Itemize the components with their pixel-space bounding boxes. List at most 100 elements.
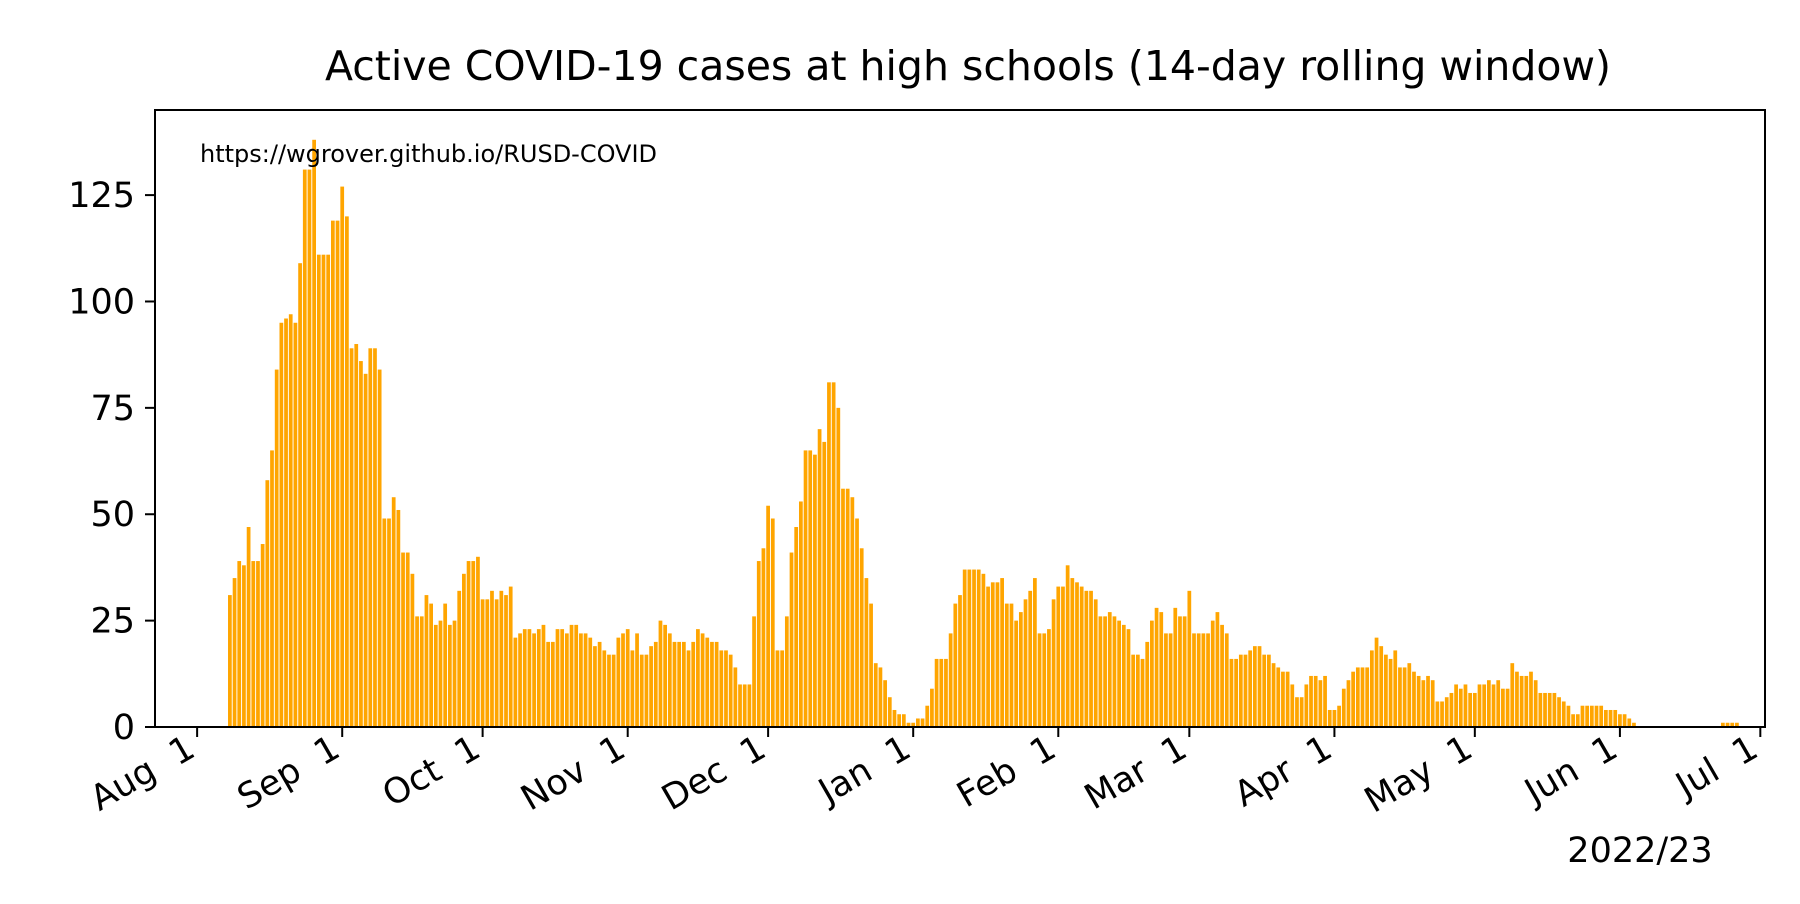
- bar: [700, 633, 705, 727]
- bar: [1402, 667, 1407, 727]
- bar: [1369, 650, 1374, 727]
- bar: [1070, 578, 1075, 727]
- bar: [579, 633, 583, 727]
- bar: [1178, 616, 1182, 727]
- bar: [1271, 663, 1276, 727]
- bar: [1435, 701, 1440, 727]
- x-tick-label: Dec 1: [655, 728, 772, 819]
- bar: [419, 616, 424, 727]
- bar: [485, 599, 490, 727]
- bar: [672, 641, 677, 727]
- bar: [1037, 633, 1042, 727]
- bar: [1187, 590, 1192, 727]
- bar: [1098, 616, 1103, 727]
- bar: [1309, 675, 1313, 727]
- bar: [850, 497, 855, 727]
- bar: [274, 369, 279, 727]
- bar: [1561, 701, 1566, 727]
- bar: [611, 654, 616, 727]
- y-tick-label: 50: [90, 495, 135, 535]
- bar: [293, 322, 298, 727]
- bar: [1571, 714, 1575, 727]
- bar: [457, 590, 462, 727]
- bar: [658, 620, 663, 727]
- bar: [302, 169, 307, 727]
- bar: [822, 441, 827, 727]
- bar: [1552, 692, 1557, 727]
- bar: [1126, 629, 1131, 727]
- bar: [948, 633, 953, 727]
- bar: [981, 573, 986, 727]
- bar: [1519, 675, 1524, 727]
- bar: [808, 450, 813, 727]
- bar: [1299, 697, 1304, 727]
- bar: [1243, 654, 1248, 727]
- bar: [232, 578, 237, 727]
- bar: [513, 637, 518, 727]
- y-tick-label: 75: [90, 389, 135, 429]
- bar: [429, 603, 433, 727]
- bar: [1533, 680, 1538, 727]
- bar: [349, 348, 354, 727]
- bar: [827, 382, 831, 727]
- x-axis-label: 2022/23: [1567, 831, 1712, 871]
- bar: [1313, 675, 1318, 727]
- bar: [1379, 646, 1384, 727]
- bar: [312, 139, 316, 728]
- bar: [1440, 701, 1444, 727]
- bar: [1575, 714, 1580, 727]
- bar: [719, 650, 724, 727]
- bar: [1501, 688, 1505, 727]
- bar: [663, 624, 668, 727]
- bar: [265, 480, 270, 727]
- chart-title: Active COVID-19 cases at high schools (1…: [325, 42, 1611, 90]
- bar: [1131, 654, 1136, 727]
- x-tick-label: May 1: [1358, 728, 1479, 821]
- bar: [799, 501, 803, 727]
- bar: [864, 578, 869, 727]
- bar: [649, 646, 653, 727]
- bar: [359, 361, 363, 727]
- bar: [415, 616, 419, 727]
- bar: [901, 714, 906, 727]
- bar: [1384, 654, 1388, 727]
- y-tick-label: 100: [68, 282, 135, 322]
- bar: [593, 646, 597, 727]
- bar: [382, 518, 387, 727]
- bar: [597, 641, 602, 727]
- bar: [911, 722, 916, 727]
- bar: [1267, 654, 1271, 727]
- bar: [391, 497, 396, 727]
- bar: [958, 595, 962, 727]
- bar: [298, 263, 302, 727]
- bar: [438, 620, 443, 727]
- bar: [1458, 688, 1463, 727]
- bar: [246, 527, 251, 727]
- bar: [410, 573, 415, 727]
- bar: [775, 650, 780, 727]
- x-tick-label: Jul 1: [1668, 728, 1765, 807]
- bar: [607, 654, 611, 727]
- bar: [1056, 586, 1061, 727]
- bar: [845, 488, 850, 727]
- bar: [1093, 599, 1098, 727]
- bar: [1482, 684, 1487, 727]
- bar: [728, 654, 733, 727]
- bar: [583, 633, 588, 727]
- bar: [976, 569, 981, 727]
- bar: [532, 633, 536, 727]
- bar: [930, 688, 934, 727]
- bar: [1477, 684, 1482, 727]
- bar: [1538, 692, 1543, 727]
- bar: [345, 216, 349, 727]
- bar: [1589, 705, 1594, 727]
- bar: [251, 561, 256, 727]
- bar: [560, 629, 565, 727]
- bar: [813, 454, 817, 727]
- bar: [1323, 675, 1327, 727]
- bar: [490, 590, 494, 727]
- bar: [1168, 633, 1173, 727]
- bar: [621, 633, 625, 727]
